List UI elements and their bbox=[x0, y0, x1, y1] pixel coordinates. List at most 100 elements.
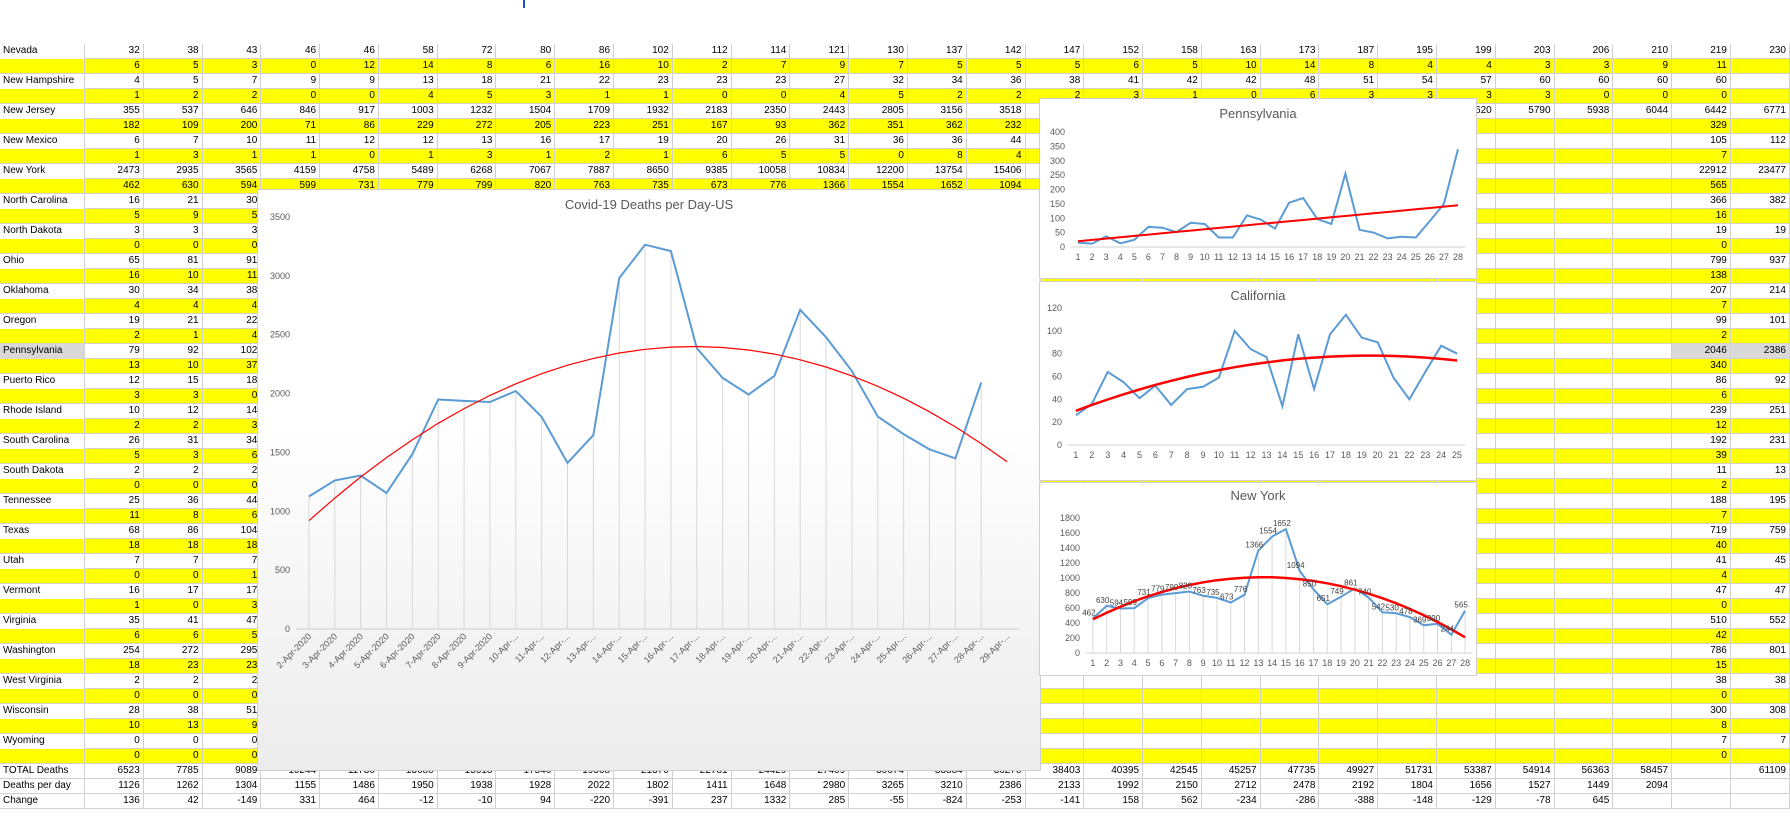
value-cell[interactable]: 3265 bbox=[848, 778, 908, 794]
value-cell[interactable]: 331 bbox=[260, 793, 321, 809]
value-cell[interactable]: 0 bbox=[202, 238, 262, 254]
value-cell[interactable] bbox=[1554, 238, 1614, 254]
row-label-cell[interactable]: Oklahoma bbox=[0, 283, 85, 299]
value-cell[interactable] bbox=[1612, 148, 1673, 164]
value-cell[interactable] bbox=[1554, 418, 1614, 434]
value-cell[interactable]: -391 bbox=[613, 793, 673, 809]
row-label-cell[interactable]: Change bbox=[0, 793, 85, 809]
value-cell[interactable]: 8 bbox=[143, 508, 203, 524]
value-cell[interactable]: 32 bbox=[848, 73, 908, 89]
value-cell[interactable]: 136 bbox=[84, 793, 144, 809]
value-cell[interactable] bbox=[1671, 763, 1731, 779]
value-cell[interactable]: 3 bbox=[143, 388, 203, 404]
value-cell[interactable]: 42 bbox=[1142, 73, 1202, 89]
value-cell[interactable] bbox=[1612, 478, 1673, 494]
value-cell[interactable] bbox=[1318, 688, 1379, 704]
value-cell[interactable]: 2473 bbox=[84, 163, 144, 179]
value-cell[interactable]: 58 bbox=[378, 44, 438, 59]
value-cell[interactable]: 17 bbox=[554, 133, 615, 149]
row-label-cell[interactable]: North Dakota bbox=[0, 223, 85, 239]
value-cell[interactable]: 4 bbox=[1436, 58, 1496, 74]
row-label-cell[interactable]: Utah bbox=[0, 553, 85, 569]
value-cell[interactable]: 6 bbox=[495, 58, 556, 74]
value-cell[interactable]: 44 bbox=[966, 133, 1026, 149]
value-cell[interactable]: 351 bbox=[848, 118, 908, 134]
value-cell[interactable] bbox=[1612, 793, 1673, 809]
value-cell[interactable]: 329 bbox=[1671, 118, 1731, 134]
value-cell[interactable]: 19 bbox=[1671, 223, 1731, 239]
value-cell[interactable]: 13 bbox=[84, 358, 144, 374]
value-cell[interactable]: 5 bbox=[789, 148, 850, 164]
chart-us-deaths-per-day[interactable]: Covid-19 Deaths per Day-US 0 500 1000 1500 2… bbox=[257, 189, 1041, 771]
value-cell[interactable]: 8650 bbox=[613, 163, 673, 179]
value-cell[interactable]: 210 bbox=[1612, 44, 1673, 59]
row-label-cell[interactable]: Virginia bbox=[0, 613, 85, 629]
value-cell[interactable]: 6 bbox=[1083, 58, 1144, 74]
value-cell[interactable]: 10 bbox=[84, 718, 144, 734]
value-cell[interactable] bbox=[1554, 538, 1614, 554]
value-cell[interactable]: 0 bbox=[202, 748, 262, 764]
value-cell[interactable] bbox=[1612, 163, 1673, 179]
value-cell[interactable]: 26 bbox=[84, 433, 144, 449]
value-cell[interactable]: 22 bbox=[202, 313, 262, 329]
value-cell[interactable]: 38 bbox=[143, 703, 203, 719]
value-cell[interactable] bbox=[1554, 193, 1614, 209]
value-cell[interactable]: 15 bbox=[1671, 658, 1731, 674]
value-cell[interactable] bbox=[1201, 718, 1261, 734]
row-label-cell[interactable]: Puerto Rico bbox=[0, 373, 85, 389]
value-cell[interactable]: 3565 bbox=[202, 163, 262, 179]
value-cell[interactable] bbox=[1730, 688, 1790, 704]
value-cell[interactable]: 251 bbox=[613, 118, 673, 134]
row-label-cell[interactable] bbox=[0, 688, 85, 704]
value-cell[interactable]: -388 bbox=[1318, 793, 1379, 809]
value-cell[interactable]: 187 bbox=[1318, 44, 1379, 59]
value-cell[interactable]: 26 bbox=[731, 133, 791, 149]
value-cell[interactable]: 6 bbox=[84, 58, 144, 74]
value-cell[interactable]: 43 bbox=[202, 44, 262, 59]
value-cell[interactable]: 2 bbox=[143, 418, 203, 434]
row-label-cell[interactable] bbox=[0, 298, 85, 314]
value-cell[interactable]: 91 bbox=[202, 253, 262, 269]
row-label-cell[interactable] bbox=[0, 508, 85, 524]
value-cell[interactable]: 630 bbox=[143, 178, 203, 194]
value-cell[interactable]: 3 bbox=[437, 148, 497, 164]
value-cell[interactable]: 5 bbox=[202, 628, 262, 644]
value-cell[interactable]: 45 bbox=[1730, 553, 1790, 569]
value-cell[interactable]: 7 bbox=[84, 553, 144, 569]
value-cell[interactable]: -129 bbox=[1436, 793, 1496, 809]
value-cell[interactable] bbox=[1142, 733, 1202, 749]
value-cell[interactable]: 2192 bbox=[1318, 778, 1379, 794]
chart-new-york[interactable]: New York 0 200 400 600 800 1000 1200 1400 1600 18… bbox=[1039, 482, 1477, 676]
value-cell[interactable] bbox=[1730, 208, 1790, 224]
value-cell[interactable] bbox=[1495, 508, 1555, 524]
value-cell[interactable]: 1332 bbox=[731, 793, 791, 809]
value-cell[interactable] bbox=[1730, 328, 1790, 344]
value-cell[interactable] bbox=[1495, 688, 1555, 704]
value-cell[interactable]: 44 bbox=[202, 493, 262, 509]
row-label-cell[interactable]: New Mexico bbox=[0, 133, 85, 149]
value-cell[interactable] bbox=[1495, 418, 1555, 434]
value-cell[interactable]: 1804 bbox=[1377, 778, 1437, 794]
value-cell[interactable] bbox=[1730, 148, 1790, 164]
row-label-cell[interactable]: Pennsylvania bbox=[0, 343, 85, 359]
value-cell[interactable]: 251 bbox=[1730, 403, 1790, 419]
value-cell[interactable] bbox=[1436, 673, 1496, 689]
value-cell[interactable]: 3 bbox=[143, 148, 203, 164]
value-cell[interactable]: 36 bbox=[848, 133, 908, 149]
value-cell[interactable] bbox=[1495, 673, 1555, 689]
row-label-cell[interactable]: South Carolina bbox=[0, 433, 85, 449]
value-cell[interactable]: 2 bbox=[143, 88, 203, 104]
value-cell[interactable] bbox=[1730, 658, 1790, 674]
value-cell[interactable]: 54914 bbox=[1495, 763, 1555, 779]
row-label-cell[interactable] bbox=[0, 268, 85, 284]
value-cell[interactable]: 4 bbox=[1671, 568, 1731, 584]
value-cell[interactable]: 47 bbox=[202, 613, 262, 629]
value-cell[interactable]: 46 bbox=[260, 44, 321, 59]
value-cell[interactable]: 223 bbox=[554, 118, 615, 134]
value-cell[interactable]: 0 bbox=[848, 148, 908, 164]
value-cell[interactable] bbox=[1554, 658, 1614, 674]
value-cell[interactable]: 214 bbox=[1730, 283, 1790, 299]
value-cell[interactable]: 30 bbox=[202, 193, 262, 209]
value-cell[interactable]: 182 bbox=[84, 118, 144, 134]
value-cell[interactable]: 230 bbox=[1730, 44, 1790, 59]
